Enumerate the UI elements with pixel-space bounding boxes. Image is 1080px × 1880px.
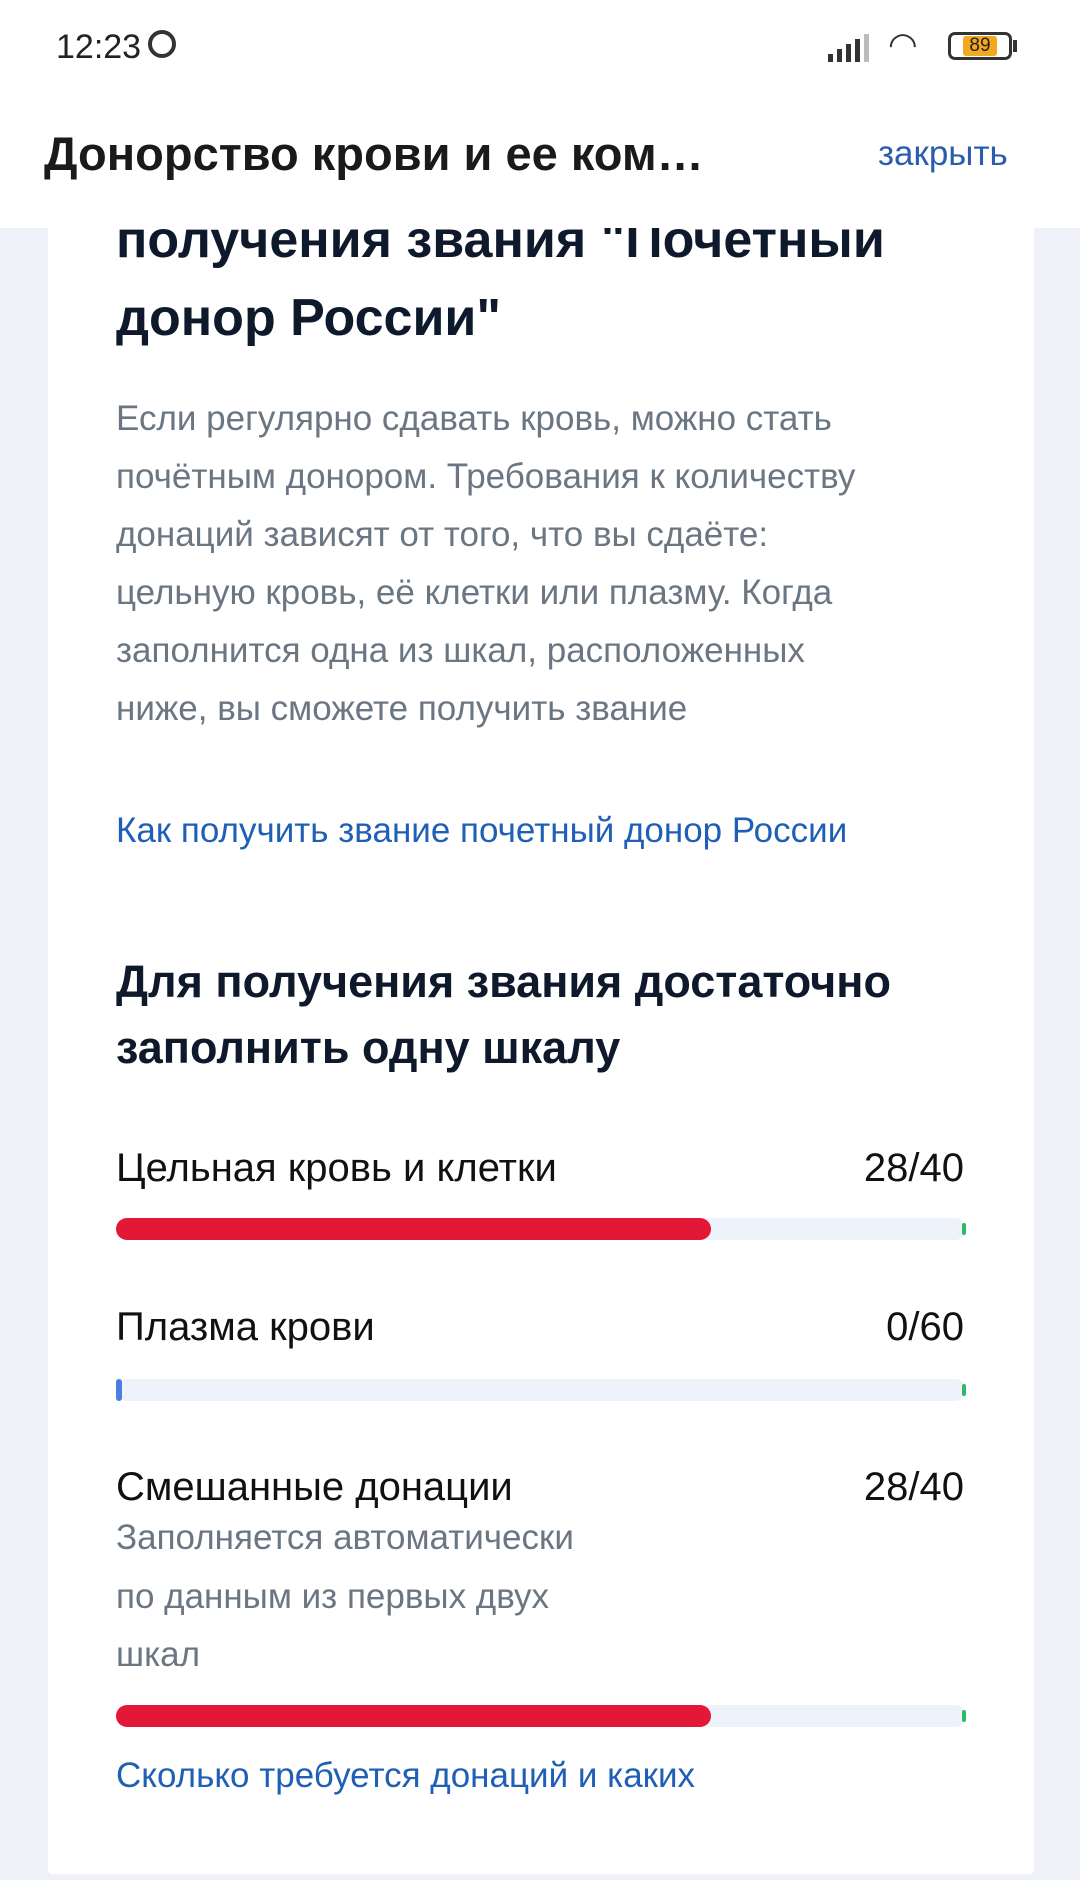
alarm-icon	[148, 30, 176, 58]
page-title: Донорство крови и ее ком…	[44, 127, 704, 180]
status-time: 12:23	[56, 28, 142, 66]
content-card	[48, 190, 1034, 1874]
progress-end-marker	[962, 1384, 966, 1396]
scale-value-plasma: 0/60	[886, 1305, 964, 1349]
progress-heading: Для получения звания достаточно заполнит…	[116, 949, 976, 1081]
description-line: цельную кровь, её клетки или плазму. Ког…	[116, 573, 833, 612]
scale-value-mixed: 28/40	[863, 1465, 964, 1509]
wifi-icon: ◠	[888, 26, 918, 64]
description-line: Если регулярно сдавать кровь, можно стат…	[116, 399, 832, 438]
how-to-get-title-link[interactable]: Как получить звание почетный донор Росси…	[116, 811, 848, 850]
battery-icon: 89	[948, 32, 1012, 60]
close-button[interactable]: закрыть	[878, 134, 1008, 173]
progress-end-marker	[962, 1710, 966, 1722]
scale-label-mixed: Смешанные донации	[116, 1465, 513, 1509]
note-line: по данным из первых двух	[116, 1576, 550, 1616]
description-line: донаций зависят от того, что вы сдаёте:	[116, 515, 769, 554]
scale-label-plasma: Плазма крови	[116, 1305, 375, 1349]
progress-end-marker	[962, 1223, 966, 1235]
battery-tip	[1013, 40, 1017, 52]
page-header: Донорство крови и ее ком… закрыть	[0, 96, 1080, 228]
progress-fill	[116, 1218, 711, 1240]
progress-heading-line-2: заполнить одну шкалу	[116, 1022, 621, 1073]
description: Если регулярно сдавать кровь, можно стат…	[116, 390, 976, 738]
description-line: ниже, вы сможете получить звание	[116, 689, 688, 728]
status-bar: 12:23 ◠ 89	[0, 0, 1080, 96]
progress-bar-plasma	[116, 1379, 966, 1401]
battery-level: 89	[963, 36, 997, 56]
progress-heading-line-1: Для получения звания достаточно	[116, 956, 891, 1007]
scale-value-whole-blood: 28/40	[863, 1146, 964, 1190]
donations-required-link[interactable]: Сколько требуется донаций и каких	[116, 1756, 696, 1795]
note-line: Заполняется автоматически	[116, 1518, 574, 1557]
progress-bar-whole-blood	[116, 1218, 966, 1240]
note-line: шкал	[116, 1635, 201, 1674]
progress-bar-mixed	[116, 1705, 966, 1727]
scale-note-mixed: Заполняется автоматически по данным из п…	[116, 1509, 676, 1685]
progress-fill	[116, 1379, 122, 1401]
signal-icon	[828, 34, 869, 62]
progress-fill	[116, 1705, 711, 1727]
description-line: почётным донором. Требования к количеств…	[116, 457, 856, 496]
description-line: заполнится одна из шкал, расположенных	[116, 631, 805, 670]
section-heading-line-2: донор России"	[116, 289, 502, 347]
scale-label-whole-blood: Цельная кровь и клетки	[116, 1146, 557, 1190]
